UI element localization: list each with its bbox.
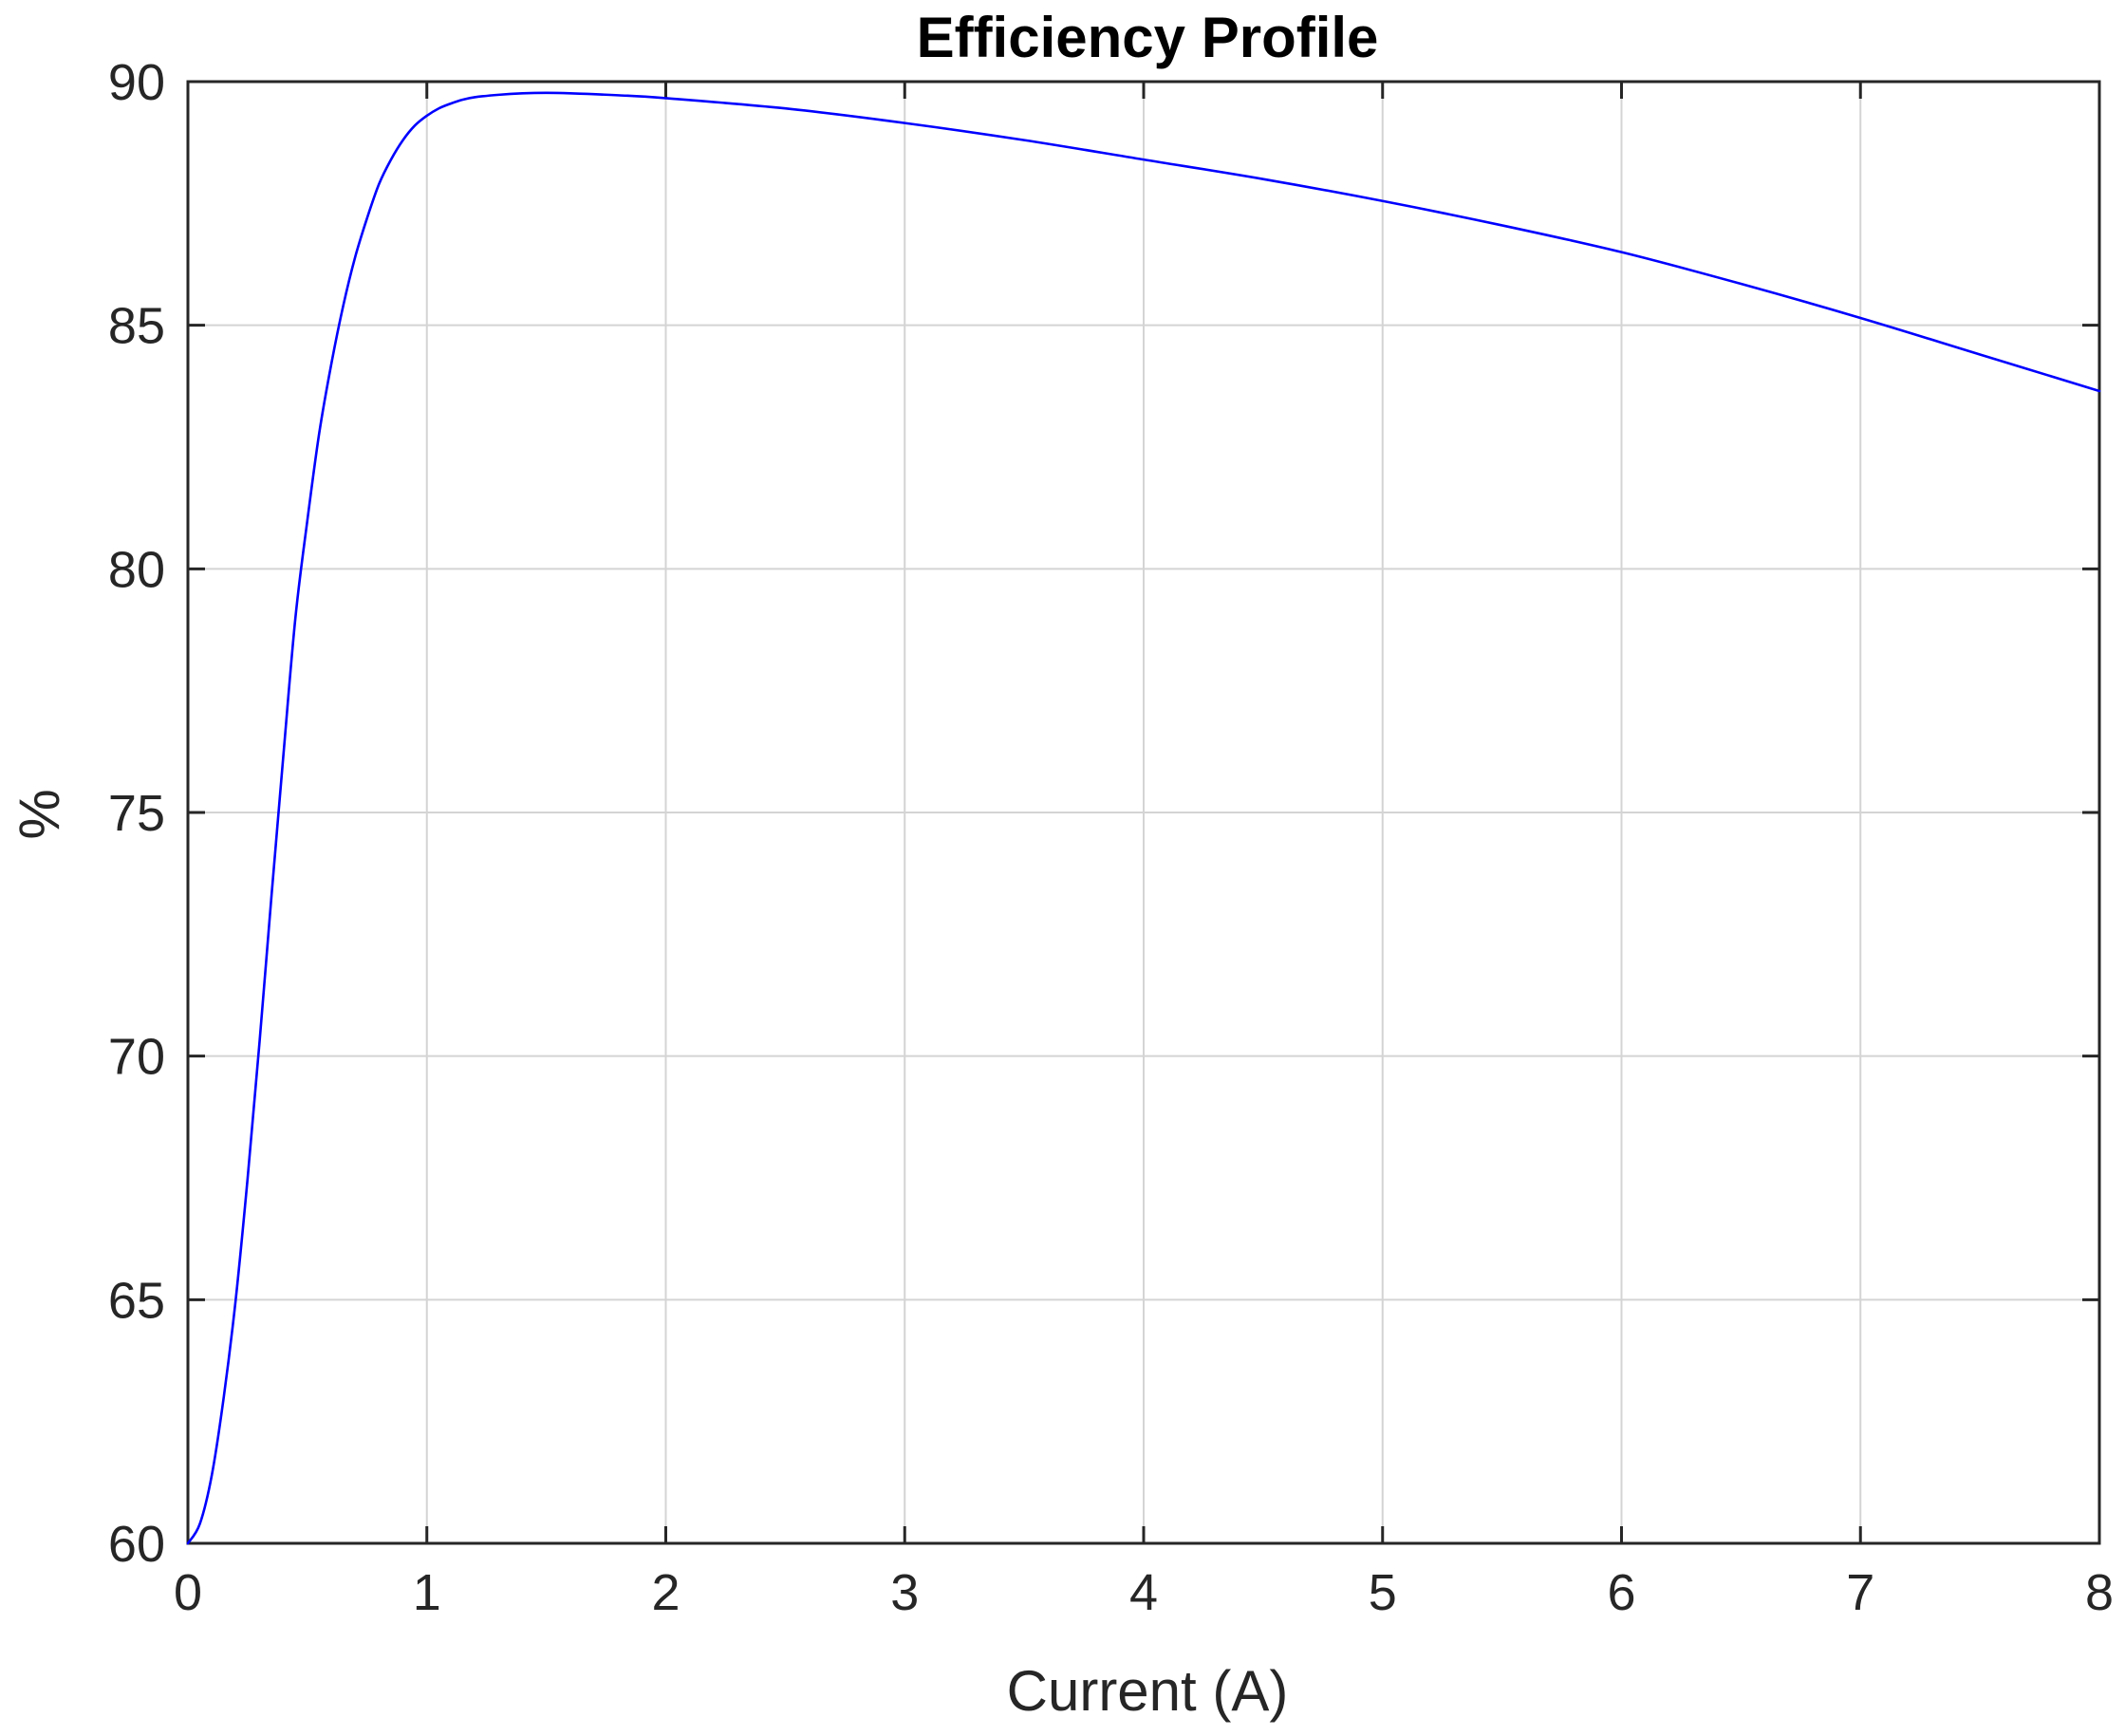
x-tick-label: 2 (651, 1564, 680, 1621)
y-tick-label: 60 (108, 1516, 165, 1573)
x-tick-label: 4 (1129, 1564, 1158, 1621)
x-axis-label: Current (A) (1007, 1659, 1289, 1723)
y-tick-label: 85 (108, 298, 165, 355)
grid-lines (188, 82, 2099, 1543)
y-tick-label: 75 (108, 785, 165, 842)
y-tick-label: 65 (108, 1272, 165, 1329)
efficiency-curve (186, 91, 2101, 1545)
x-tick-label: 7 (1846, 1564, 1874, 1621)
y-tick-label: 90 (108, 54, 165, 111)
x-tick-label: 8 (2085, 1564, 2114, 1621)
x-tick-label: 3 (890, 1564, 919, 1621)
chart-title: Efficiency Profile (917, 6, 1379, 69)
x-tick-label: 6 (1607, 1564, 1635, 1621)
y-axis-label: % (8, 789, 71, 839)
axis-ticks: 0 1 2 3 4 5 6 7 8 60 65 70 75 80 85 90 (108, 54, 2114, 1621)
y-tick-label: 70 (108, 1029, 165, 1086)
y-tick-label: 80 (108, 541, 165, 598)
x-tick-label: 5 (1369, 1564, 1397, 1621)
x-tick-label: 0 (174, 1564, 202, 1621)
x-tick-label: 1 (413, 1564, 441, 1621)
